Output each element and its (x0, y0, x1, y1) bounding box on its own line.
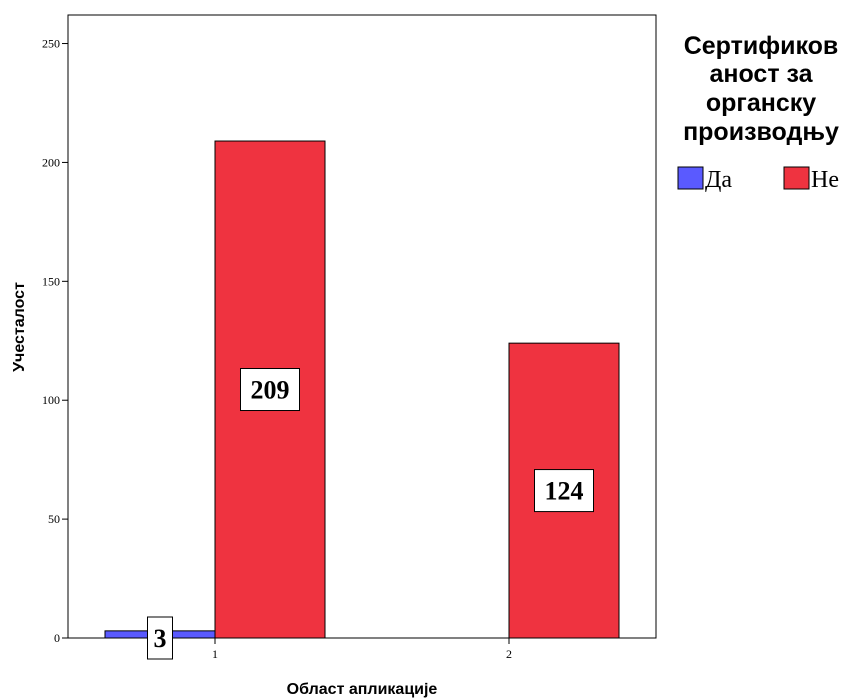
x-tick-label: 1 (212, 647, 218, 661)
y-axis: 0 50 100 150 200 250 (42, 37, 68, 645)
legend-swatch-da (677, 166, 704, 190)
y-tick-label: 200 (42, 155, 60, 169)
legend-title-line-1: Сертификов (684, 32, 839, 60)
legend-label-da: Да (705, 167, 732, 193)
x-axis-title: Област апликације (287, 681, 438, 698)
y-tick-label: 50 (48, 512, 60, 526)
y-axis-title: Учесталост (11, 282, 28, 372)
legend-title-line-4: производњу (683, 118, 839, 146)
data-label-box (240, 368, 300, 412)
y-tick-label: 0 (54, 631, 60, 645)
y-tick-label: 100 (42, 393, 60, 407)
data-label: 3 (154, 624, 167, 653)
data-label-box (147, 616, 173, 660)
y-tick-label: 150 (42, 274, 60, 288)
legend-label-ne: Не (811, 167, 839, 193)
data-labels-group: 3 209 124 (147, 368, 594, 660)
legend: Сертификов аност за органску производњу … (677, 32, 839, 193)
legend-title-line-3: органску (706, 89, 816, 117)
data-label-box (534, 469, 594, 513)
legend-swatch-ne (783, 166, 810, 190)
data-label: 124 (545, 477, 584, 506)
x-tick-label: 2 (506, 647, 512, 661)
y-tick-label: 250 (42, 37, 60, 51)
legend-title-line-2: аност за (709, 60, 813, 88)
data-label: 209 (251, 376, 290, 405)
